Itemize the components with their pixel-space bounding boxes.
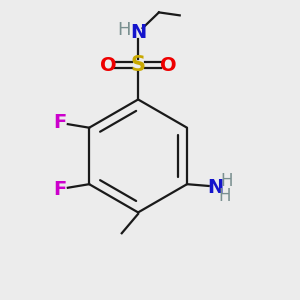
Text: S: S — [130, 55, 146, 75]
Text: N: N — [130, 23, 146, 42]
Text: F: F — [53, 113, 66, 132]
Text: O: O — [100, 56, 117, 75]
Text: F: F — [53, 180, 66, 199]
Text: H: H — [220, 172, 233, 190]
Text: O: O — [160, 56, 176, 75]
Text: H: H — [218, 187, 230, 205]
Text: H: H — [117, 21, 130, 39]
Text: N: N — [207, 178, 224, 197]
